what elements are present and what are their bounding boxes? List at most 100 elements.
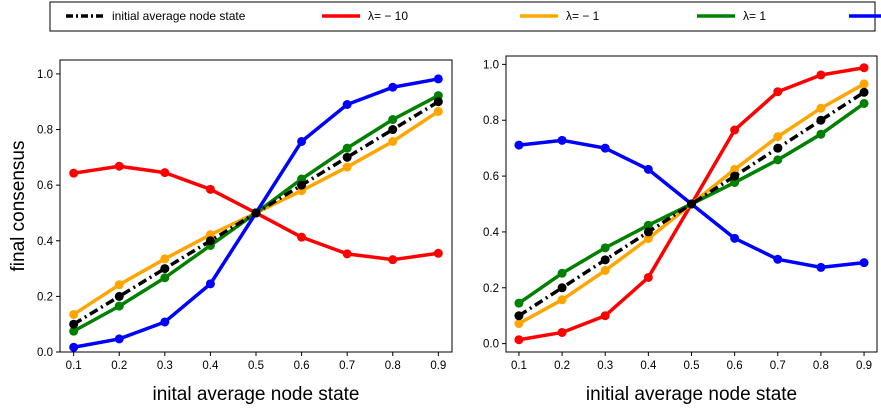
data-point-1 bbox=[600, 265, 610, 275]
x-tick-label: 0.1 bbox=[511, 360, 527, 372]
data-point-4 bbox=[730, 171, 740, 181]
data-point-0 bbox=[388, 255, 398, 265]
data-point-2 bbox=[388, 115, 398, 125]
y-tick-label: 0.2 bbox=[483, 283, 499, 295]
data-point-0 bbox=[643, 272, 653, 282]
x-tick-label: 0.6 bbox=[294, 360, 310, 372]
data-point-3 bbox=[859, 258, 869, 268]
data-point-3 bbox=[773, 254, 783, 264]
data-point-0 bbox=[342, 249, 352, 259]
data-point-3 bbox=[388, 82, 398, 92]
data-point-2 bbox=[514, 298, 524, 308]
x-tick-label: 0.3 bbox=[157, 360, 173, 372]
y-tick-label: 0.0 bbox=[483, 339, 499, 351]
data-point-2 bbox=[160, 273, 170, 283]
data-point-4 bbox=[600, 255, 610, 265]
data-point-0 bbox=[114, 161, 124, 171]
data-point-4 bbox=[433, 97, 443, 107]
data-point-3 bbox=[297, 136, 307, 146]
data-point-4 bbox=[687, 199, 696, 209]
left-chart: 0.1 0.2 0.3 0.4 0.5 0.6 0.7 0.8 0.9 0.0 0.2 0.4 0.6 0… bbox=[8, 59, 453, 405]
data-point-1 bbox=[514, 319, 524, 329]
x-tick-label: 0.7 bbox=[770, 360, 786, 372]
x-tick-label: 0.3 bbox=[597, 360, 613, 372]
data-point-1 bbox=[342, 162, 352, 172]
data-point-1 bbox=[433, 106, 443, 116]
data-point-4 bbox=[297, 180, 307, 190]
y-tick-label: 1.0 bbox=[483, 59, 499, 71]
data-point-3 bbox=[816, 262, 826, 272]
data-point-2 bbox=[114, 301, 124, 311]
data-point-1 bbox=[557, 295, 567, 305]
x-tick-label: 0.2 bbox=[554, 360, 570, 372]
data-point-0 bbox=[859, 63, 869, 73]
data-point-3 bbox=[342, 99, 352, 109]
x-tick-label: 0.5 bbox=[248, 360, 264, 372]
x-tick-label: 0.1 bbox=[66, 360, 82, 372]
x-tick-label: 0.5 bbox=[684, 360, 700, 372]
y-tick-label: 1.0 bbox=[37, 69, 53, 81]
data-point-2 bbox=[342, 143, 352, 153]
series-line-4 bbox=[517, 90, 866, 318]
legend: initial average node state λ= − 10 λ= − 1 λ… bbox=[49, 1, 881, 32]
y-axis-label: final consensus bbox=[8, 141, 29, 272]
data-point-2 bbox=[773, 155, 783, 165]
data-point-4 bbox=[859, 87, 869, 97]
data-point-3 bbox=[69, 342, 79, 352]
data-point-3 bbox=[600, 143, 610, 153]
data-point-1 bbox=[816, 103, 826, 113]
data-point-4 bbox=[388, 125, 398, 135]
data-point-2 bbox=[557, 268, 567, 278]
x-tick-label: 0.7 bbox=[339, 360, 355, 372]
data-point-2 bbox=[600, 243, 610, 253]
x-axis-label: initial average node state bbox=[586, 384, 797, 405]
legend-label-3: λ= 1 bbox=[743, 9, 766, 23]
y-tick-label: 0.6 bbox=[37, 180, 53, 192]
x-tick-label: 0.9 bbox=[430, 360, 446, 372]
data-point-1 bbox=[388, 136, 398, 146]
y-tick-label: 0.4 bbox=[37, 236, 54, 248]
x-tick-label: 0.2 bbox=[111, 360, 127, 372]
data-point-0 bbox=[557, 327, 567, 337]
data-point-1 bbox=[773, 132, 783, 142]
y-tick-label: 0.8 bbox=[37, 125, 53, 137]
x-tick-label: 0.4 bbox=[640, 360, 657, 372]
data-point-1 bbox=[859, 79, 869, 89]
data-point-1 bbox=[160, 254, 170, 264]
data-point-3 bbox=[205, 279, 215, 289]
x-axis-label: inital average node state bbox=[152, 384, 359, 405]
y-tick-label: 0.6 bbox=[483, 171, 499, 183]
legend-label-2: λ= − 1 bbox=[566, 9, 600, 23]
data-point-3 bbox=[433, 74, 443, 84]
legend-label-0: initial average node state bbox=[112, 9, 246, 23]
y-tick-label: 0.2 bbox=[37, 291, 53, 303]
data-point-0 bbox=[816, 70, 826, 80]
x-tick-label: 0.8 bbox=[813, 360, 829, 372]
data-point-3 bbox=[557, 135, 567, 145]
y-tick-label: 0.4 bbox=[483, 227, 500, 239]
data-point-0 bbox=[514, 335, 524, 345]
x-tick-label: 0.4 bbox=[202, 360, 219, 372]
data-point-4 bbox=[342, 152, 352, 162]
data-point-3 bbox=[114, 334, 124, 344]
data-point-4 bbox=[69, 319, 79, 329]
x-tick-label: 0.8 bbox=[385, 360, 401, 372]
data-point-3 bbox=[730, 233, 740, 243]
right-chart: 0.1 0.2 0.3 0.4 0.5 0.6 0.7 0.8 0.9 0.0 0.2 0.4 0.6 0… bbox=[483, 55, 878, 405]
data-point-0 bbox=[297, 232, 307, 242]
data-point-4 bbox=[816, 115, 826, 125]
data-point-4 bbox=[643, 227, 653, 237]
y-tick-label: 0.0 bbox=[37, 347, 53, 359]
data-point-1 bbox=[643, 234, 653, 244]
data-point-0 bbox=[205, 184, 215, 194]
data-point-2 bbox=[643, 220, 653, 230]
data-point-4 bbox=[160, 264, 170, 274]
data-point-4 bbox=[773, 143, 783, 153]
data-point-2 bbox=[730, 177, 740, 187]
data-point-2 bbox=[816, 129, 826, 139]
data-point-0 bbox=[69, 168, 79, 178]
data-point-3 bbox=[514, 140, 524, 150]
data-point-4 bbox=[251, 208, 261, 218]
